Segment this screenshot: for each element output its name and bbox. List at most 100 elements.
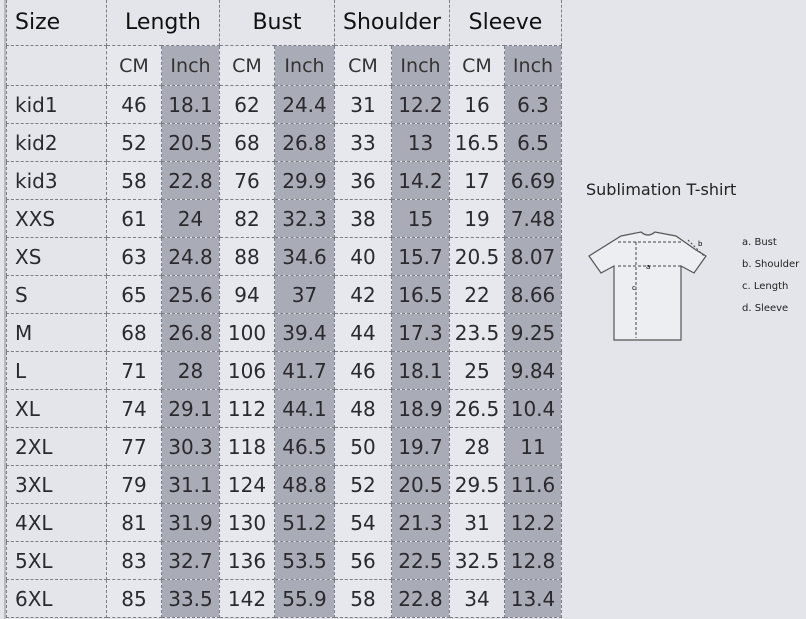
- table-cell: 46: [106, 85, 162, 124]
- table-cell: 83: [106, 541, 162, 580]
- legend-shoulder: b. Shoulder: [742, 259, 800, 270]
- table-cell: 77: [106, 427, 162, 466]
- table-cell: 71: [106, 351, 162, 390]
- legend-bust: a. Bust: [742, 237, 777, 248]
- mark-b: b: [698, 240, 703, 248]
- table-cell: 112: [219, 389, 275, 428]
- table-cell: 37: [274, 275, 335, 314]
- table-cell: 82: [219, 199, 275, 238]
- table-cell: 41.7: [274, 351, 335, 390]
- size-label: XS: [6, 237, 107, 276]
- table-cell: 46.5: [274, 427, 335, 466]
- unit-inch: Inch: [274, 45, 335, 86]
- table-row: kid3 58 22.8 76 29.9 36 14.2 17 6.69: [6, 161, 562, 200]
- header-shoulder: Shoulder: [334, 0, 450, 46]
- header-length: Length: [106, 0, 220, 46]
- unit-row: CM Inch CM Inch CM Inch CM Inch: [6, 45, 562, 86]
- table-cell: 21.3: [391, 503, 450, 542]
- table-cell: 28: [161, 351, 220, 390]
- size-label: M: [6, 313, 107, 352]
- table-cell: 15: [391, 199, 450, 238]
- table-cell: 50: [334, 427, 392, 466]
- size-label: kid2: [6, 123, 107, 162]
- unit-cm: CM: [219, 45, 275, 86]
- table-cell: 136: [219, 541, 275, 580]
- table-cell: 17.3: [391, 313, 450, 352]
- table-cell: 44.1: [274, 389, 335, 428]
- table-row: 5XL 83 32.7 136 53.5 56 22.5 32.5 12.8: [6, 541, 562, 580]
- table-cell: 20.5: [161, 123, 220, 162]
- unit-inch: Inch: [391, 45, 450, 86]
- table-cell: 52: [106, 123, 162, 162]
- table-cell: 46: [334, 351, 392, 390]
- table-cell: 6.69: [504, 161, 562, 200]
- tshirt-icon: a c b: [588, 231, 707, 341]
- table-cell: 68: [219, 123, 275, 162]
- table-cell: 79: [106, 465, 162, 504]
- table-cell: 29.5: [449, 465, 505, 504]
- table-cell: 26.8: [274, 123, 335, 162]
- table-cell: 10.4: [504, 389, 562, 428]
- table-cell: 124: [219, 465, 275, 504]
- unit-cm: CM: [449, 45, 505, 86]
- size-label: 4XL: [6, 503, 107, 542]
- table-cell: 18.9: [391, 389, 450, 428]
- table-cell: 118: [219, 427, 275, 466]
- tshirt-diagram-panel: Sublimation T-shirt a c b a. Bust b. Sho…: [586, 180, 806, 341]
- legend-length: c. Length: [742, 281, 789, 292]
- table-cell: 51.2: [274, 503, 335, 542]
- table-row: 6XL 85 33.5 142 55.9 58 22.8 34 13.4: [6, 579, 562, 618]
- table-cell: 40: [334, 237, 392, 276]
- table-row: 2XL 77 30.3 118 46.5 50 19.7 28 11: [6, 427, 562, 466]
- table-cell: 7.48: [504, 199, 562, 238]
- table-cell: 11: [504, 427, 562, 466]
- table-cell: 81: [106, 503, 162, 542]
- table-cell: 38: [334, 199, 392, 238]
- table-cell: 16: [449, 85, 505, 124]
- table-cell: 106: [219, 351, 275, 390]
- table-cell: 29.1: [161, 389, 220, 428]
- table-cell: 31: [449, 503, 505, 542]
- table-cell: 22: [449, 275, 505, 314]
- table-cell: 39.4: [274, 313, 335, 352]
- table-row: S 65 25.6 94 37 42 16.5 22 8.66: [6, 275, 562, 314]
- unit-cm: CM: [334, 45, 392, 86]
- table-cell: 32.7: [161, 541, 220, 580]
- size-label: 5XL: [6, 541, 107, 580]
- table-cell: 63: [106, 237, 162, 276]
- table-cell: 16.5: [391, 275, 450, 314]
- table-cell: 74: [106, 389, 162, 428]
- size-label: 2XL: [6, 427, 107, 466]
- table-cell: 18.1: [161, 85, 220, 124]
- table-cell: 48: [334, 389, 392, 428]
- size-label: kid1: [6, 85, 107, 124]
- table-cell: 20.5: [391, 465, 450, 504]
- table-cell: 34: [449, 579, 505, 618]
- table-cell: 29.9: [274, 161, 335, 200]
- table-cell: 9.25: [504, 313, 562, 352]
- table-cell: 22.5: [391, 541, 450, 580]
- diagram-legend: a. Bust b. Shoulder c. Length d. Sleeve: [742, 232, 799, 320]
- table-cell: 58: [106, 161, 162, 200]
- table-cell: 88: [219, 237, 275, 276]
- unit-inch: Inch: [504, 45, 562, 86]
- mark-a: a: [646, 263, 650, 271]
- table-cell: 31.9: [161, 503, 220, 542]
- table-cell: 76: [219, 161, 275, 200]
- table-cell: 54: [334, 503, 392, 542]
- table-cell: 17: [449, 161, 505, 200]
- table-row: kid1 46 18.1 62 24.4 31 12.2 16 6.3: [6, 85, 562, 124]
- table-cell: 32.3: [274, 199, 335, 238]
- table-cell: 142: [219, 579, 275, 618]
- table-cell: 32.5: [449, 541, 505, 580]
- table-cell: 14.2: [391, 161, 450, 200]
- table-cell: 33.5: [161, 579, 220, 618]
- table-cell: 36: [334, 161, 392, 200]
- header-row: Size Length Bust Shoulder Sleeve: [6, 0, 562, 46]
- table-cell: 61: [106, 199, 162, 238]
- table-row: XXS 61 24 82 32.3 38 15 19 7.48: [6, 199, 562, 238]
- table-cell: 44: [334, 313, 392, 352]
- table-cell: 8.07: [504, 237, 562, 276]
- size-chart: Size Length Bust Shoulder Sleeve CM Inch…: [4, 0, 564, 619]
- table-row: XL 74 29.1 112 44.1 48 18.9 26.5 10.4: [6, 389, 562, 428]
